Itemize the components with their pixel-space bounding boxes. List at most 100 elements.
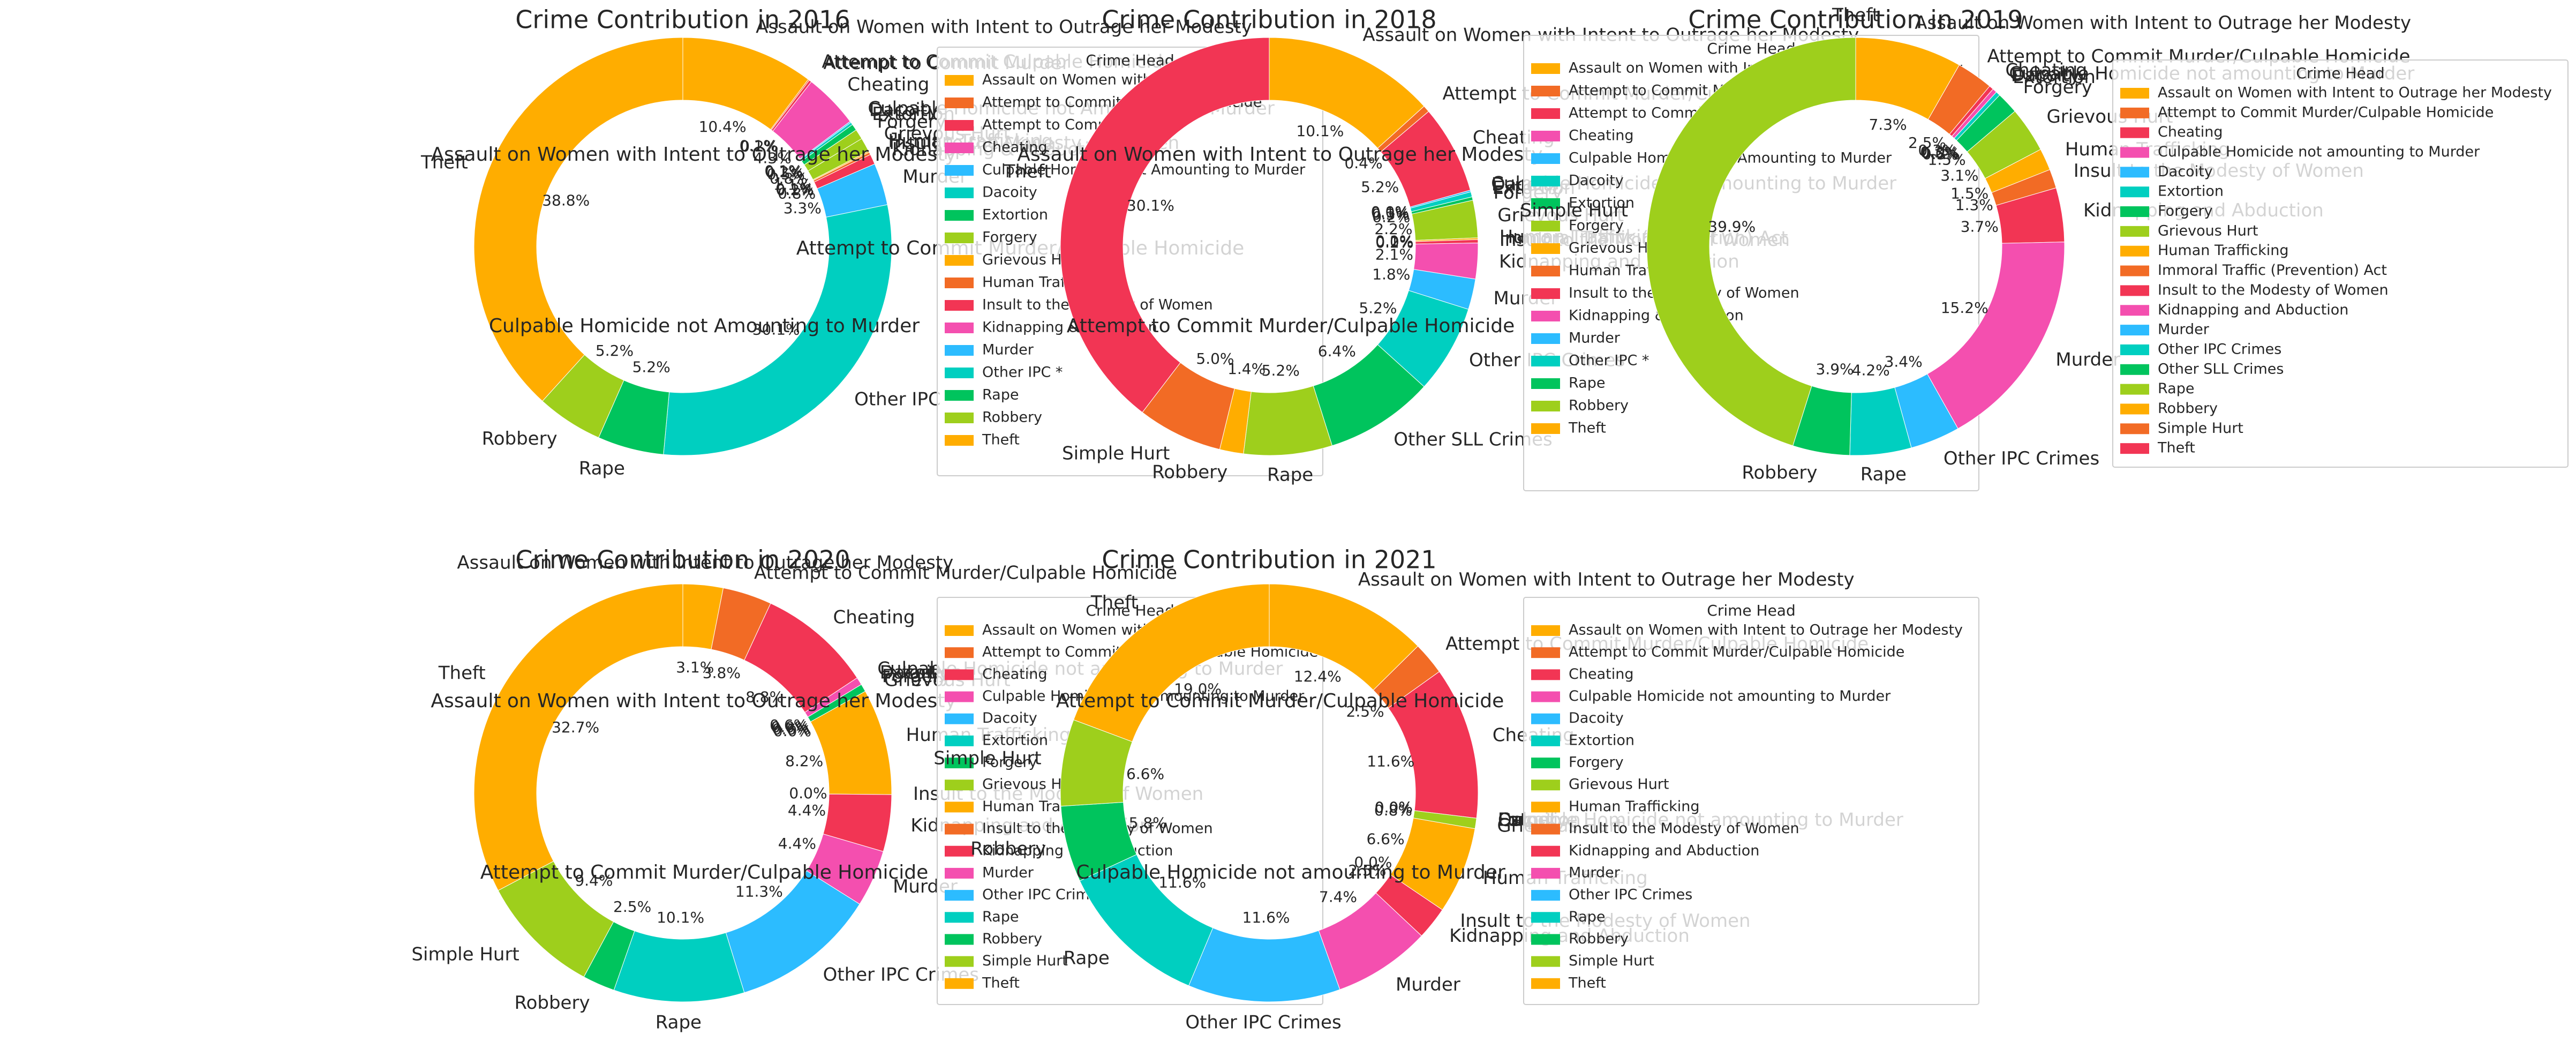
slice-category-label: Dacoity (869, 100, 938, 121)
legend-swatch (2120, 384, 2149, 395)
legend-swatch (1531, 86, 1560, 96)
legend-swatch (1531, 266, 1560, 276)
legend-swatch (1531, 823, 1560, 835)
legend-swatch (2120, 344, 2149, 355)
center-label-2: Attempt to Commit Murder/Culpable Homici… (480, 861, 929, 883)
legend-swatch (945, 75, 974, 86)
slice-percent-label: 1.3% (1955, 196, 1993, 214)
slice-percent-label: 30.1% (1127, 197, 1174, 214)
slice-percent-label: 1.5% (1928, 151, 1966, 168)
slice-category-label: Cheating (2005, 60, 2087, 81)
legend-swatch (945, 323, 974, 333)
legend-swatch (2120, 206, 2149, 218)
slice-category-label: Rape (656, 1011, 702, 1033)
slice-percent-label: 32.7% (552, 718, 599, 736)
legend-entry: Culpable Homicide not amounting to Murde… (1569, 688, 1891, 705)
slice-category-label: Murder (1396, 974, 1460, 995)
slice-percent-label: 3.1% (676, 658, 714, 676)
legend-swatch (1531, 647, 1560, 658)
slice-category-label: Other IPC Crimes (1185, 1011, 1341, 1033)
slice-category-label: Cheating (833, 607, 915, 628)
legend-entry: Rape (1569, 909, 1605, 925)
slice-percent-label: 2.5% (1908, 134, 1946, 152)
slice-percent-label: 5.2% (1262, 362, 1300, 379)
legend-entry: Extortion (2158, 183, 2224, 200)
legend-entry: Extortion (982, 732, 1048, 748)
slice-percent-label: 0.0% (1375, 798, 1413, 816)
center-label-2: Attempt to Commit Murder/Culpable Homici… (1067, 315, 1515, 337)
legend-swatch (2120, 186, 2149, 198)
slice-category-label: Assault on Women with Intent to Outrage … (457, 552, 953, 574)
slice-percent-label: 2.5% (1346, 702, 1384, 720)
legend-entry: Robbery (982, 409, 1042, 426)
slice-percent-label: 2.5% (613, 898, 651, 916)
donut-slice (613, 931, 745, 1002)
slice-percent-label: 7.3% (1869, 116, 1907, 133)
slice-percent-label: 0.3% (1922, 145, 1960, 163)
chart-title: Crime Contribution in 2021 (1102, 545, 1436, 574)
slice-category-label: Simple Hurt (1062, 443, 1170, 464)
slice-percent-label: 0.8% (1374, 801, 1412, 819)
slice-percent-label: 5.2% (596, 342, 634, 359)
slice-percent-label: 11.6% (1158, 874, 1206, 891)
slice-percent-label: 0.3% (1918, 141, 1956, 159)
legend-swatch (1531, 243, 1560, 254)
legend-swatch (1531, 691, 1560, 702)
legend-entry: Assault on Women with Intent to Outrage … (2158, 85, 2552, 101)
donut-slice (1646, 37, 1856, 446)
slice-category-label: Theft (1090, 592, 1138, 613)
slice-percent-label: 0.0% (773, 722, 811, 740)
slice-percent-label: 0.2% (765, 163, 803, 181)
slice-percent-label: 0.0% (1354, 853, 1392, 871)
slice-percent-label: 1.1% (773, 176, 811, 193)
slice-percent-label: 9.4% (575, 872, 613, 889)
legend-entry: Other SLL Crimes (2158, 361, 2284, 377)
legend-entry: Human Trafficking (2158, 242, 2288, 259)
slice-percent-label: 5.2% (1361, 178, 1399, 196)
slice-percent-label: 0.0% (1371, 203, 1409, 221)
legend-entry: Theft (1568, 975, 1606, 991)
legend-entry: Insult to the Modesty of Women (2158, 282, 2389, 298)
slice-percent-label: 0.6% (770, 716, 808, 734)
slice-percent-label: 0.3% (1372, 206, 1410, 223)
legend-swatch (945, 143, 974, 153)
slice-category-label: Other IPC Crimes (1944, 448, 2099, 469)
legend-swatch (945, 188, 974, 198)
slice-category-label: Rape (1861, 463, 1907, 485)
slice-percent-label: 0.1% (775, 180, 814, 198)
slice-percent-label: 0.1% (740, 137, 778, 154)
slice-percent-label: 4.2% (1852, 361, 1890, 379)
legend-swatch (1531, 401, 1560, 411)
legend-entry: Rape (982, 387, 1019, 403)
slice-percent-label: 0.2% (740, 138, 778, 155)
legend-swatch (1531, 176, 1560, 186)
legend-swatch (2120, 147, 2149, 158)
chart-title: Crime Contribution in 2016 (515, 5, 850, 34)
legend-entry: Extortion (1569, 732, 1635, 748)
slice-percent-label: 0.6% (772, 720, 810, 738)
slice-percent-label: 5.2% (632, 358, 671, 376)
legend-swatch (945, 210, 974, 221)
slice-percent-label: 4.4% (788, 801, 826, 819)
slice-category-label: Forgery (2023, 77, 2092, 98)
legend-swatch (945, 890, 974, 901)
slice-percent-label: 3.4% (1885, 353, 1923, 370)
legend-swatch (1531, 758, 1560, 769)
legend-swatch (945, 233, 974, 243)
slice-percent-label: 0.0% (1375, 233, 1413, 250)
slice-percent-label: 10.1% (657, 909, 704, 926)
legend-entry: Theft (1568, 420, 1606, 437)
legend-entry: Insult to the Modesty of Women (1569, 820, 1799, 837)
slice-category-label: Murder (2055, 349, 2120, 371)
slice-percent-label: 3.7% (1961, 218, 1999, 235)
slice-percent-label: 0.1% (1375, 232, 1413, 250)
legend-swatch (1531, 153, 1560, 164)
slice-category-label: Robbery (1742, 462, 1817, 484)
legend-box (937, 47, 1323, 476)
legend-swatch (2120, 325, 2149, 336)
legend-entry: Attempt to Commit Murder/Culpable Homici… (1569, 644, 1904, 661)
legend-swatch (945, 368, 974, 378)
legend-swatch (945, 956, 974, 967)
